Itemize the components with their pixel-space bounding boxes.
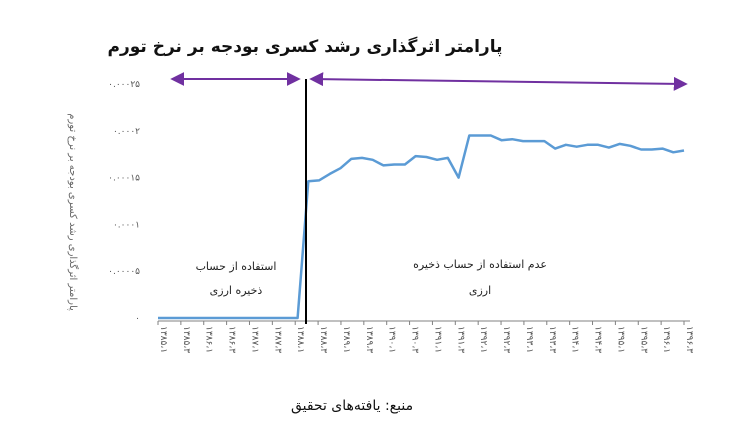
x-tick-label: ۱۳۸۶،۳: [227, 326, 237, 353]
y-axis-label: پارامتر اثرگذاری رشد کسری بودجه بر نرخ ت…: [67, 113, 79, 311]
x-tick-label: ۱۳۹۳،۱: [524, 326, 534, 353]
x-tick-label: ۱۳۸۶،۱: [204, 326, 214, 353]
x-tick-label: ۱۳۹۰،۱: [387, 326, 397, 353]
x-tick-label: ۱۳۹۲،۱: [478, 326, 488, 353]
x-tick-label: ۱۳۹۴،۳: [593, 326, 603, 353]
x-tick-label: ۱۳۹۶،۱: [661, 326, 671, 353]
x-tick-label: ۱۳۸۹،۱: [341, 326, 351, 353]
y-tick-label: ۰.۰۰۰۲: [113, 127, 140, 137]
annotation-right-line1: عدم استفاده از حساب ذخیره: [413, 258, 547, 271]
x-tick-label: ۱۳۸۷،۱: [249, 326, 259, 353]
x-tick-label: ۱۳۹۰،۳: [410, 326, 420, 353]
x-tick-label: ۱۳۸۵،۳: [181, 326, 191, 353]
right-period-arrow: [309, 72, 688, 91]
x-axis-tick-marks: [157, 321, 685, 325]
y-tick-label: ۰.۰۰۰۰۵: [108, 267, 140, 277]
y-tick-label: ۰.۰۰۰۱۵: [108, 174, 140, 184]
x-tick-label: ۱۳۸۸،۱: [295, 326, 305, 353]
x-tick-label: ۱۳۹۴،۱: [570, 326, 580, 353]
x-tick-label: ۱۳۸۷،۳: [272, 326, 282, 353]
annotation-right-line2: ارزی: [469, 284, 491, 297]
series-line: [158, 134, 685, 320]
x-tick-label: ۱۳۹۵،۳: [638, 326, 648, 353]
source-note: منبع: یافته‌های تحقیق: [291, 398, 413, 414]
x-tick-label: ۱۳۹۱،۳: [455, 326, 465, 353]
annotation-left-line2: ذخیره ارزی: [210, 284, 263, 297]
y-tick-label: ۰.۰۰۰۲۵: [108, 80, 140, 90]
y-axis-ticks: ۰ ۰.۰۰۰۰۵ ۰.۰۰۰۱ ۰.۰۰۰۱۵ ۰.۰۰۰۲ ۰.۰۰۰۲۵: [108, 80, 140, 324]
x-tick-label: ۱۳۸۹،۳: [364, 326, 374, 353]
chart-title: پارامتر اثرگذاری رشد کسری بودجه بر نرخ ت…: [108, 36, 503, 57]
x-tick-label: ۱۳۹۳،۳: [547, 326, 557, 353]
x-tick-label: ۱۳۹۵،۱: [615, 326, 625, 353]
x-tick-label: ۱۳۹۲،۳: [501, 326, 511, 353]
x-tick-label: ۱۳۹۶،۳: [684, 326, 694, 353]
x-axis-ticks: ۱۳۸۵،۱ ۱۳۸۵،۳ ۱۳۸۶،۱ ۱۳۸۶،۳ ۱۳۸۷،۱ ۱۳۸۷،۳ ۱۳۸۸…: [158, 326, 694, 353]
annotation-left-line1: استفاده از حساب: [196, 260, 277, 273]
x-tick-label: ۱۳۹۱،۱: [432, 326, 442, 353]
x-tick-label: ۱۳۸۵،۱: [158, 326, 168, 353]
y-tick-label: ۰: [135, 314, 140, 324]
x-tick-label: ۱۳۸۸،۳: [318, 326, 328, 353]
y-tick-label: ۰.۰۰۰۱: [113, 220, 140, 230]
